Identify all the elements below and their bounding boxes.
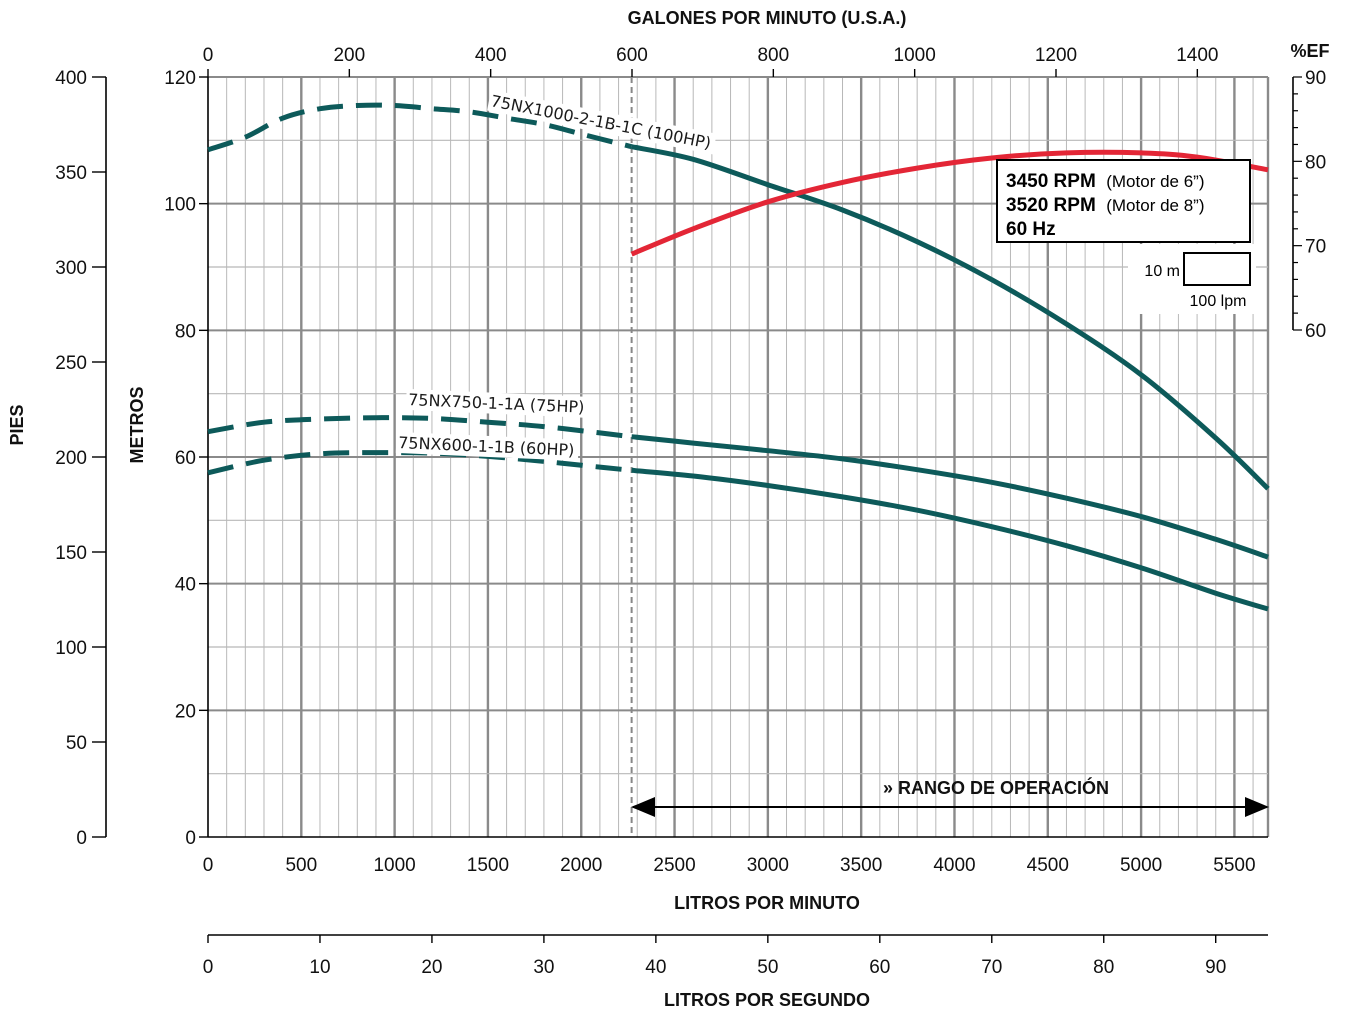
y-tick-efficiency: 80	[1305, 152, 1326, 173]
top-axis-title: GALONES POR MINUTO (U.S.A.)	[628, 8, 907, 28]
rpm-8in-note: (Motor de 8”)	[1106, 196, 1204, 215]
meters-axis-title: METROS	[127, 386, 147, 463]
x-tick-lpm: 1000	[373, 855, 415, 876]
x-tick-lpm: 0	[203, 855, 214, 876]
y-tick-feet: 150	[55, 543, 87, 564]
x-tick-lpm: 3000	[747, 855, 789, 876]
series-3-efficiency-line	[630, 149, 1269, 257]
rpm-6in-value: 3450 RPM	[1006, 171, 1096, 192]
x-tick-lpm: 4000	[933, 855, 975, 876]
series-0-dashed-line	[207, 102, 633, 153]
x-tick-lpm: 1500	[467, 855, 509, 876]
y-tick-efficiency: 60	[1305, 321, 1326, 342]
x-tick-gpm: 400	[475, 45, 507, 66]
y-tick-feet: 250	[55, 353, 87, 374]
x-tick-lpm: 500	[285, 855, 317, 876]
y-tick-feet: 100	[55, 638, 87, 659]
x-tick-lpm: 2000	[560, 855, 602, 876]
curve-label-background	[487, 89, 717, 155]
x-tick-gpm: 0	[203, 45, 214, 66]
rpm-6in-note: (Motor de 6”)	[1106, 172, 1204, 191]
y-tick-feet: 50	[66, 733, 87, 754]
x-tick-lps: 70	[981, 957, 1002, 978]
series-1-solid-line	[631, 434, 1269, 560]
x-tick-gpm: 600	[616, 45, 648, 66]
axes: 0 500 1000 1500 2000 2500 3000 3500 4000 4500 5000…	[55, 45, 1326, 978]
y-tick-feet: 400	[55, 68, 87, 89]
x-tick-lps: 80	[1093, 957, 1114, 978]
x-tick-gpm: 800	[757, 45, 789, 66]
curve-label-background	[395, 431, 579, 461]
y-tick-efficiency: 70	[1305, 237, 1326, 258]
x-tick-gpm: 1200	[1035, 45, 1077, 66]
x-tick-lps: 10	[309, 957, 330, 978]
series-0-solid-line	[631, 144, 1270, 491]
y-tick-meters: 80	[175, 321, 196, 342]
x-tick-gpm: 1400	[1176, 45, 1218, 66]
y-tick-efficiency: 90	[1305, 68, 1326, 89]
rpm-line-2: 3520 RPM (Motor de 8”)	[1006, 195, 1204, 216]
x-tick-lpm: 5000	[1120, 855, 1162, 876]
series-lines	[207, 102, 1270, 612]
scale-legend: 10 m 100 lpm	[1128, 244, 1256, 314]
rpm-line-1: 3450 RPM (Motor de 6”)	[1006, 171, 1204, 192]
rpm-info-box: 3450 RPM (Motor de 6”) 3520 RPM (Motor d…	[996, 159, 1251, 243]
frequency-label: 60 Hz	[1006, 219, 1056, 240]
lps-axis-title: LITROS POR SEGUNDO	[664, 990, 870, 1010]
curve-label-background	[405, 388, 589, 418]
y-tick-meters: 40	[175, 575, 196, 596]
x-tick-lpm: 5500	[1213, 855, 1255, 876]
y-tick-meters: 100	[164, 195, 196, 216]
y-tick-feet: 200	[55, 448, 87, 469]
x-tick-gpm: 1000	[894, 45, 936, 66]
x-tick-gpm: 200	[333, 45, 365, 66]
x-tick-lpm: 3500	[840, 855, 882, 876]
x-tick-lps: 0	[203, 957, 214, 978]
x-tick-lps: 40	[645, 957, 666, 978]
x-tick-lpm: 4500	[1027, 855, 1069, 876]
y-tick-feet: 0	[76, 828, 87, 849]
y-tick-feet: 300	[55, 258, 87, 279]
series-2-solid-line	[631, 467, 1269, 612]
scale-vertical-label: 10 m	[1144, 263, 1180, 280]
efficiency-axis-title: %EF	[1290, 41, 1329, 61]
bottom-axis-title: LITROS POR MINUTO	[674, 893, 860, 913]
feet-axis-title: PIES	[7, 404, 27, 445]
y-tick-meters: 60	[175, 448, 196, 469]
x-tick-lps: 90	[1205, 957, 1226, 978]
y-tick-meters: 120	[164, 68, 196, 89]
x-tick-lpm: 2500	[653, 855, 695, 876]
x-tick-lps: 30	[533, 957, 554, 978]
x-tick-lps: 50	[757, 957, 778, 978]
y-tick-meters: 20	[175, 701, 196, 722]
operating-range-label: » RANGO DE OPERACIÓN	[883, 777, 1109, 798]
y-tick-meters: 0	[185, 828, 196, 849]
scale-horizontal-label: 100 lpm	[1190, 293, 1247, 310]
x-tick-lps: 60	[869, 957, 890, 978]
x-tick-lps: 20	[421, 957, 442, 978]
rpm-8in-value: 3520 RPM	[1006, 195, 1096, 216]
y-tick-feet: 350	[55, 163, 87, 184]
